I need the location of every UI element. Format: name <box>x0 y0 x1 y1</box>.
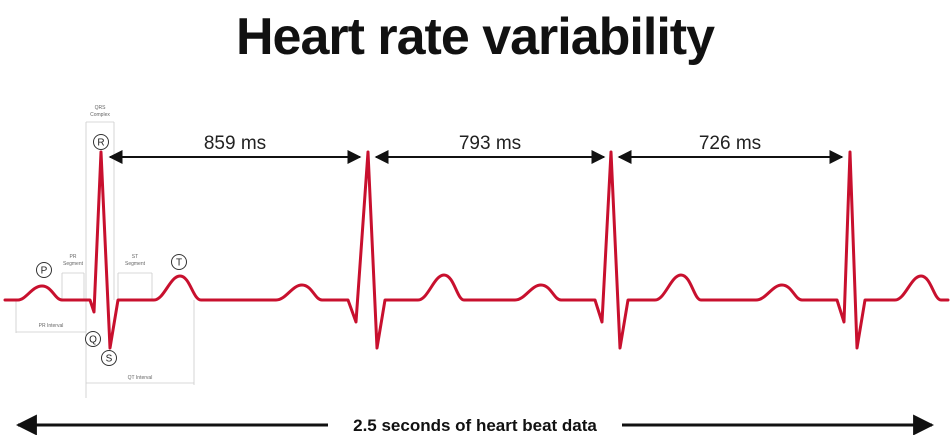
wave-label-p: P <box>36 262 52 278</box>
st-segment-label-line2: Segment <box>125 261 146 267</box>
qrs-label-line1: QRS <box>95 105 107 111</box>
pr-interval-label: PR Interval <box>39 323 64 329</box>
wave-letter-r: R <box>97 138 104 149</box>
wave-letter-p: P <box>41 266 48 277</box>
wave-label-q: Q <box>85 331 101 347</box>
wave-letter-t: T <box>176 258 182 269</box>
timespan-label: 2.5 seconds of heart beat data <box>353 416 597 435</box>
interval-label-1: 859 ms <box>204 133 266 154</box>
wave-letter-q: Q <box>89 335 97 346</box>
ecg-trace <box>3 150 950 350</box>
anatomy-guides <box>15 121 195 398</box>
wave-label-r: R <box>93 134 109 150</box>
pr-segment-label-line2: Segment <box>63 261 84 267</box>
interval-label-2: 793 ms <box>459 133 521 154</box>
wave-label-t: T <box>171 254 187 270</box>
page-title: Heart rate variability <box>235 8 715 66</box>
wave-label-s: S <box>101 350 117 366</box>
pr-segment-label-line1: PR <box>70 254 77 260</box>
st-segment-label-line1: ST <box>132 254 138 260</box>
qrs-label-line2: Complex <box>90 112 110 118</box>
qt-interval-label: QT Interval <box>128 375 153 381</box>
wave-letter-s: S <box>106 354 113 365</box>
interval-label-3: 726 ms <box>699 133 761 154</box>
